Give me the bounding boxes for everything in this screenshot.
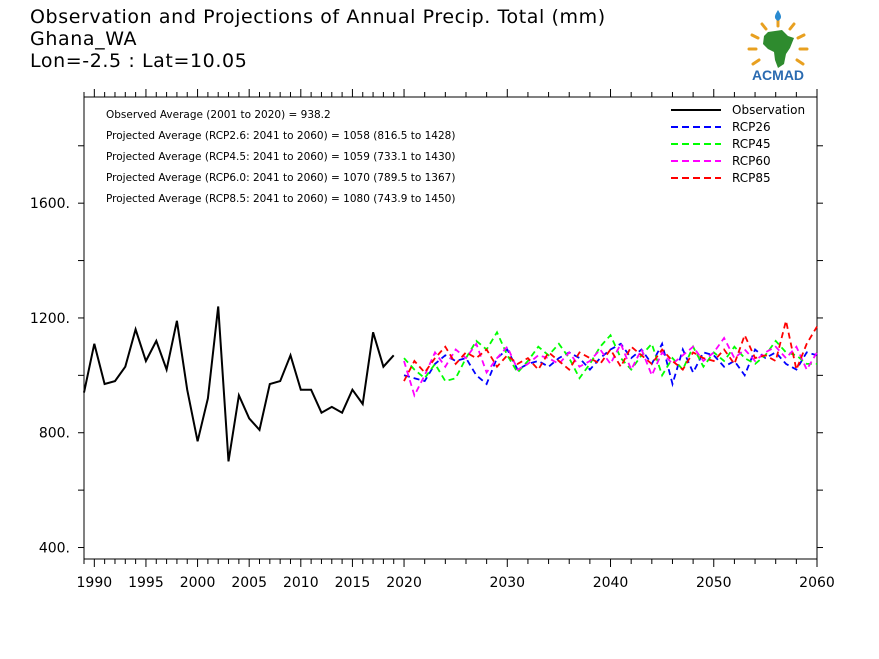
- chart-title-block: Observation and Projections of Annual Pr…: [30, 6, 606, 72]
- annotations: Observed Average (2001 to 2020) = 938.2 P…: [106, 109, 455, 205]
- average-annotation: Observed Average (2001 to 2020) = 938.2: [106, 109, 331, 121]
- y-tick-label: 400.: [39, 541, 70, 557]
- region-label: Ghana_WA: [30, 28, 138, 50]
- series-line-rcp26: [403, 341, 818, 388]
- average-annotation: Projected Average (RCP8.5: 2041 to 2060)…: [106, 193, 455, 205]
- x-tick-label: 1995: [128, 575, 164, 591]
- series-line-rcp60: [403, 336, 818, 398]
- legend-label: RCP26: [732, 120, 771, 134]
- y-tick-label: 800.: [39, 426, 70, 442]
- acmad-logo: ACMAD: [738, 8, 818, 84]
- acmad-africa-logo-icon: ACMAD: [747, 10, 809, 83]
- x-tick-label: 2060: [799, 575, 835, 591]
- x-tick-label: 2030: [489, 575, 525, 591]
- x-tick-label: 2010: [283, 575, 319, 591]
- series-layer: [83, 306, 818, 462]
- chart-title: Observation and Projections of Annual Pr…: [30, 6, 606, 28]
- legend: Observation RCP26 RCP45 RCP60 RCP85: [671, 103, 805, 185]
- axes-layer: 400. 800. 1200. 1600. 1990 1995 2000 2005 2010 20…: [30, 89, 835, 591]
- logo-text: ACMAD: [752, 67, 804, 83]
- legend-label: Observation: [732, 103, 805, 117]
- legend-label: RCP85: [732, 171, 771, 185]
- legend-label: RCP60: [732, 154, 771, 168]
- x-tick-label: 2000: [180, 575, 216, 591]
- average-annotation: Projected Average (RCP2.6: 2041 to 2060)…: [106, 130, 455, 142]
- plot-frame: [83, 96, 818, 560]
- x-tick-label: 2050: [696, 575, 732, 591]
- x-tick-label: 2005: [231, 575, 267, 591]
- series-line-rcp45: [403, 330, 817, 383]
- y-tick-label: 1600.: [30, 196, 70, 212]
- legend-label: RCP45: [732, 137, 771, 151]
- series-line-observation: [83, 306, 395, 462]
- average-annotation: Projected Average (RCP4.5: 2041 to 2060)…: [106, 151, 455, 163]
- series-line-rcp85: [403, 320, 818, 382]
- average-annotation: Projected Average (RCP6.0: 2041 to 2060)…: [106, 172, 455, 184]
- y-tick-label: 1200.: [30, 311, 70, 327]
- x-tick-label: 2020: [386, 575, 422, 591]
- x-tick-label: 2015: [335, 575, 371, 591]
- x-tick-label: 1990: [77, 575, 113, 591]
- location-label: Lon=-2.5 : Lat=10.05: [30, 50, 248, 72]
- x-tick-label: 2040: [593, 575, 629, 591]
